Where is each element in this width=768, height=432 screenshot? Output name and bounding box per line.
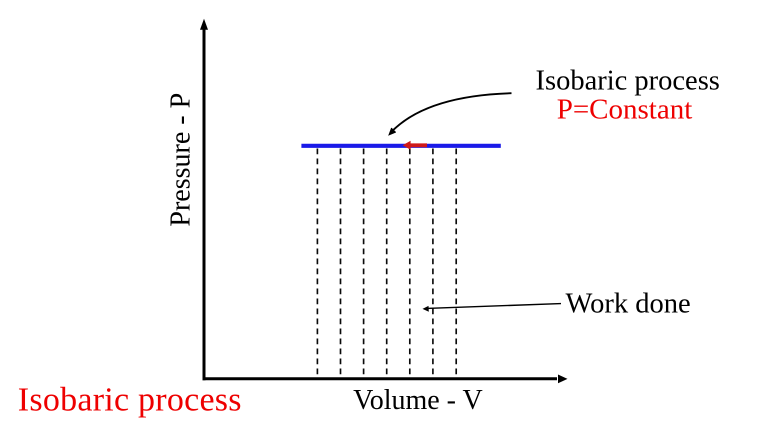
svg-text:Isobaric process: Isobaric process [536, 66, 720, 97]
svg-text:Isobaric process: Isobaric process [18, 382, 242, 419]
svg-text:P=Constant: P=Constant [557, 94, 693, 126]
svg-text:Volume - V: Volume - V [353, 385, 483, 416]
svg-text:Work done: Work done [566, 289, 691, 320]
svg-text:Pressure - P: Pressure - P [165, 93, 196, 227]
